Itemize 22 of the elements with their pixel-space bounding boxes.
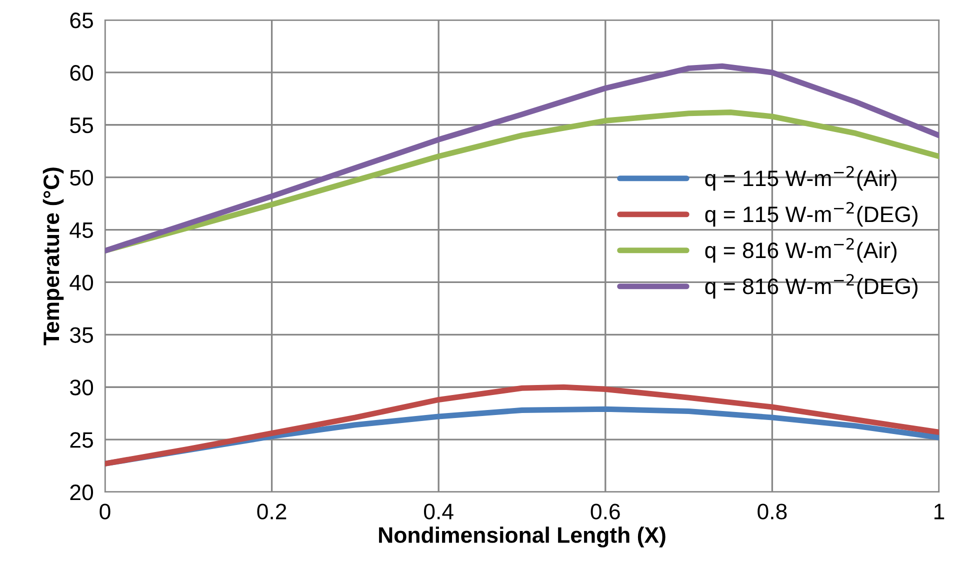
y-tick-label: 30: [70, 380, 94, 396]
y-tick-label: 45: [70, 222, 93, 238]
x-tick-label: 1: [934, 504, 944, 520]
x-tick-label: 0.4: [424, 504, 454, 520]
x-tick-label: 0.2: [257, 504, 286, 520]
x-tick-label: 0: [100, 504, 110, 520]
y-tick-label: 65: [70, 12, 93, 28]
y-tick-label: 50: [70, 170, 94, 186]
legend-label: q = 816 W-m$^{−2}$(Air): [705, 238, 896, 263]
legend-label: q = 816 W-m$^{−2}$(DEG): [705, 274, 918, 299]
y-tick-label: 25: [70, 432, 93, 448]
y-tick-label: 40: [70, 274, 94, 290]
y-tick-label: 35: [70, 327, 93, 343]
y-tick-label: 20: [70, 484, 94, 500]
legend-label: q = 115 W-m$^{−2}$(DEG): [705, 202, 918, 227]
y-tick-label: 60: [70, 64, 94, 81]
y-axis-title: Temperature (°C): [42, 168, 64, 346]
x-tick-label: 0.6: [590, 504, 620, 520]
x-tick-label: 0.8: [758, 504, 787, 520]
legend-label: q = 115 W-m$^{−2}$(Air): [705, 166, 896, 191]
y-tick-label: 55: [70, 118, 93, 134]
x-axis-title: Nondimensional Length (X): [379, 526, 666, 548]
